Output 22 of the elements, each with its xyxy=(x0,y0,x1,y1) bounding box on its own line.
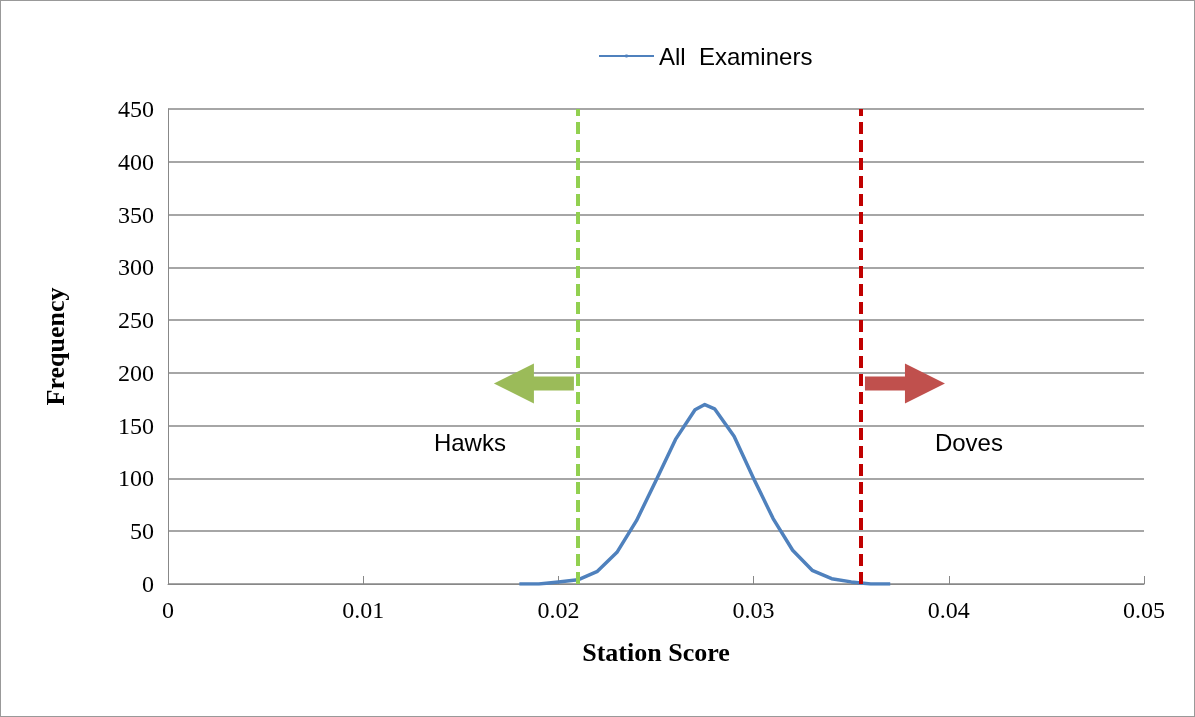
x-axis-title: Station Score xyxy=(582,637,730,667)
y-tick-label: 400 xyxy=(118,148,154,175)
annotation: Doves xyxy=(934,428,1003,456)
legend-label: All Examiners xyxy=(659,42,813,70)
annotation: Hawks xyxy=(433,428,506,456)
y-tick-label: 150 xyxy=(118,412,154,439)
y-tick-label: 100 xyxy=(118,465,154,492)
y-tick-label: 450 xyxy=(118,96,154,122)
y-tick-label: 350 xyxy=(118,201,154,228)
y-tick-label: 50 xyxy=(130,518,154,545)
line-series xyxy=(517,402,892,586)
y-axis-title: Frequency xyxy=(40,287,70,406)
x-tick-label: 0.01 xyxy=(342,597,385,623)
y-tick-label: 250 xyxy=(118,307,154,334)
x-tick-label: 0 xyxy=(162,597,174,623)
x-tick-label: 0.02 xyxy=(537,597,580,623)
x-tick-label: 0.03 xyxy=(732,597,775,623)
x-tick-label: 0.05 xyxy=(1123,597,1165,623)
x-tick-label: 0.04 xyxy=(927,597,970,623)
y-tick-label: 300 xyxy=(118,254,154,281)
y-tick-label: 0 xyxy=(142,571,154,597)
y-tick-label: 200 xyxy=(118,359,154,386)
